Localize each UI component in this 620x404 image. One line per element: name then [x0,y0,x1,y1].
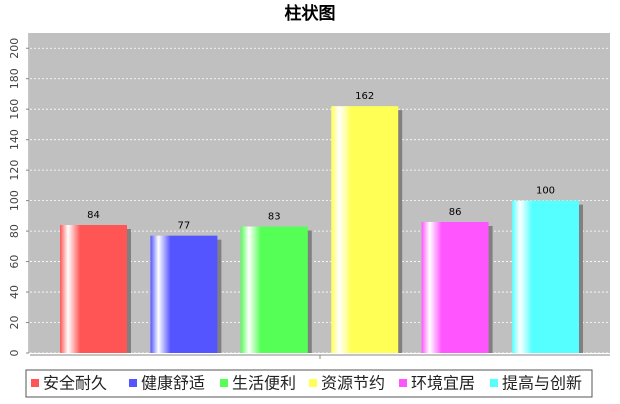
legend-label: 生活便利 [232,374,296,393]
y-tick-label: 160 [8,99,21,120]
y-tick-label: 60 [8,255,21,269]
y-tick-label: 40 [8,285,21,299]
bar [240,226,308,353]
legend-label: 环境宜居 [411,374,475,393]
legend-swatch [490,379,498,387]
data-label: 84 [87,210,100,221]
legend-swatch [220,379,228,387]
y-tick-label: 120 [8,160,21,181]
bar [421,221,489,353]
y-tick-label: 140 [8,129,21,150]
legend-label: 提高与创新 [502,374,582,393]
bar [150,235,218,353]
bar [60,225,127,353]
y-tick-label: 100 [8,190,21,211]
legend-label: 安全耐久 [43,374,107,393]
legend-swatch [309,379,317,387]
legend-label: 健康舒适 [141,374,205,393]
bar [512,200,579,353]
data-label: 162 [355,91,374,102]
legend-swatch [399,379,407,387]
y-tick-label: 0 [8,350,21,357]
legend-swatch [129,379,137,387]
legend-swatch [31,379,39,387]
legend-label: 资源节约 [321,374,385,393]
data-label: 100 [536,186,555,197]
data-label: 83 [268,212,281,223]
y-tick-label: 200 [8,38,21,59]
y-tick-label: 180 [8,68,21,89]
y-tick-label: 20 [8,316,21,330]
chart-title: 柱状图 [285,3,336,24]
data-label: 77 [178,221,191,232]
y-tick-label: 80 [8,224,21,238]
bar [331,106,399,354]
data-label: 86 [449,207,462,218]
